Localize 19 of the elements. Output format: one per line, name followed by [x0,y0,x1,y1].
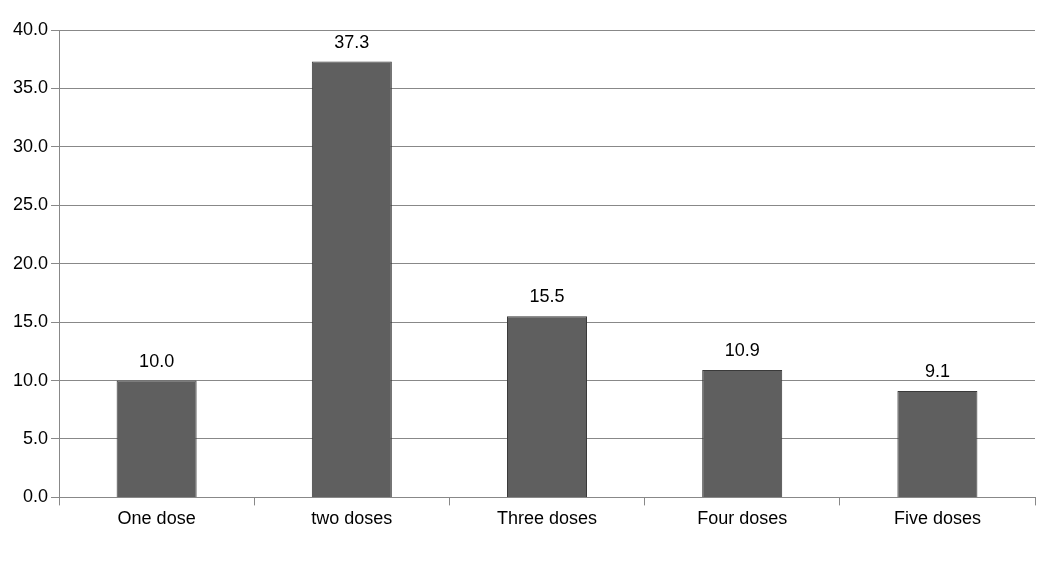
y-tick-label: 30.0 [12,135,49,156]
y-tick-label: 20.0 [12,252,49,273]
data-label: 9.1 [924,361,950,382]
x-tick-label: Three doses [496,508,598,529]
data-label: 15.5 [529,286,565,307]
x-tick-label: One dose [117,508,196,529]
y-tick-label: 0.0 [23,486,49,507]
data-label: 10.9 [724,340,760,360]
y-tick-label: 25.0 [12,194,49,215]
y-tick-label: 10.0 [12,369,49,390]
x-tick-label: Five doses [893,508,981,529]
y-tick-label: 15.0 [12,311,49,332]
y-tick-label: 5.0 [23,427,49,448]
data-label: 10.0 [139,350,175,371]
x-tick-label: Four doses [697,508,788,529]
y-tick-label: 35.0 [12,77,49,98]
data-label: 37.3 [334,31,370,52]
x-tick-label: two doses [311,508,393,529]
y-tick-label: 40.0 [12,18,49,39]
